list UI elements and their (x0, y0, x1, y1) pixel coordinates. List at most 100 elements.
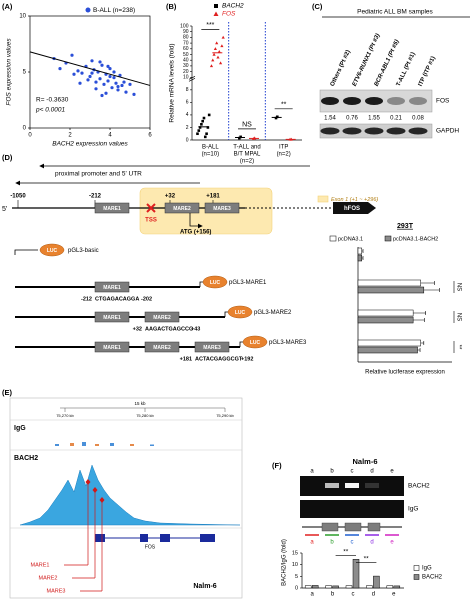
y-tick-label: 10 (183, 75, 189, 81)
sequence: CTGAGACAGGA (95, 296, 139, 302)
luc (242, 335, 268, 349)
significance-label: NS (455, 283, 461, 291)
bar (352, 559, 360, 589)
legend-label: IgG (422, 566, 432, 572)
point (197, 129, 201, 132)
x-tick-label: ITP (279, 145, 288, 151)
mare-box (94, 341, 130, 353)
point (205, 132, 208, 136)
bar (357, 346, 418, 354)
point (112, 76, 116, 80)
luc-label: LUC (47, 248, 58, 254)
x-tick-label: d (372, 592, 375, 598)
construct-line (224, 311, 228, 317)
point (102, 82, 106, 86)
point (116, 84, 120, 89)
legend-label: B-ALL (n=238) (93, 7, 135, 14)
point (76, 69, 80, 73)
point (94, 80, 98, 84)
igg-signal (150, 444, 154, 446)
point (86, 78, 90, 82)
y-tick-label: 80 (183, 35, 189, 41)
mare-label: MARE1 (31, 562, 50, 568)
legend-swatch (413, 565, 420, 571)
legend-label: BACH2 (422, 575, 443, 581)
significance-label: NS (242, 122, 252, 129)
y-tick-label: 50 (183, 52, 189, 58)
exon-box (200, 534, 215, 542)
point (98, 60, 102, 64)
point (239, 135, 242, 139)
point (80, 71, 84, 75)
point (58, 67, 62, 71)
luc (227, 305, 253, 319)
y-tick-label: 10 (292, 562, 298, 568)
point (112, 70, 116, 74)
sequence-end: +192 (241, 356, 253, 362)
point (110, 86, 114, 90)
point (72, 72, 76, 76)
significance-label: ** (281, 102, 287, 109)
mare-label: MARE3 (203, 345, 221, 351)
x-tick-label: B/T MPAL (234, 152, 261, 158)
blot-row-label: FOS (436, 98, 450, 105)
tss-label: TSS (145, 218, 157, 224)
x-axis-label: Relative luciferase expression (365, 370, 445, 376)
bar (357, 286, 425, 294)
point (90, 59, 94, 63)
bar (386, 585, 394, 589)
luc (202, 275, 228, 289)
point (90, 71, 94, 75)
igg-signal (130, 444, 134, 446)
sequence-start: +181 (180, 356, 192, 362)
mare-label: MARE2 (153, 315, 171, 321)
blot-band (364, 127, 384, 135)
igg-signal (95, 444, 99, 446)
sequence: AAGACTGAGCCG (145, 326, 193, 332)
band-quantity: 1.55 (368, 116, 380, 122)
y-tick-label: 5 (295, 574, 298, 580)
panel-label: (D) (2, 153, 13, 162)
track-label: IgG (14, 425, 26, 432)
luc-label: LUC (235, 310, 246, 316)
construct-label: pGL3-MARE3 (269, 340, 307, 346)
panel-label: (F) (272, 461, 282, 470)
x-tick-label: b (331, 592, 335, 598)
bar (304, 585, 312, 589)
y-tick-label: 5 (23, 70, 27, 76)
blot-band (342, 127, 362, 135)
mare-label: MARE2 (39, 575, 58, 581)
panel-label: (A) (2, 2, 13, 11)
x-tick-label: B-ALL (202, 145, 219, 151)
bar (357, 279, 421, 287)
mare-box (144, 341, 180, 353)
legend-label: BACH2 (222, 3, 244, 10)
cell-label: Nalm-6 (352, 457, 377, 466)
construct-line (14, 249, 38, 255)
blot-band (365, 97, 383, 105)
point (198, 126, 202, 129)
error-bar (423, 288, 440, 292)
mare-box (204, 202, 240, 214)
x-tick-label: 6 (148, 133, 152, 139)
significance-label: ** (455, 345, 461, 350)
exon-box (140, 534, 148, 542)
annotation: R= -0.3630 (36, 97, 69, 104)
strand-end: 5' (2, 206, 7, 213)
position-label: -1050 (10, 194, 26, 200)
y-tick-label: 2 (186, 125, 189, 131)
mare-label: MARE1 (103, 345, 121, 351)
point (213, 47, 217, 50)
error-bar (420, 281, 435, 285)
trend-line (29, 51, 151, 86)
gel-band (325, 483, 339, 488)
blot-band (408, 127, 428, 135)
legend-label: FOS (222, 11, 236, 18)
sequence: ACTACGAGGCGT (195, 356, 243, 362)
mare-box (367, 522, 381, 532)
browser-frame (9, 397, 243, 599)
y-axis-label: BACH2/IgG (fold) (282, 539, 288, 586)
blot-band (320, 127, 340, 135)
mare-box (344, 522, 362, 532)
construct-line (239, 341, 243, 347)
